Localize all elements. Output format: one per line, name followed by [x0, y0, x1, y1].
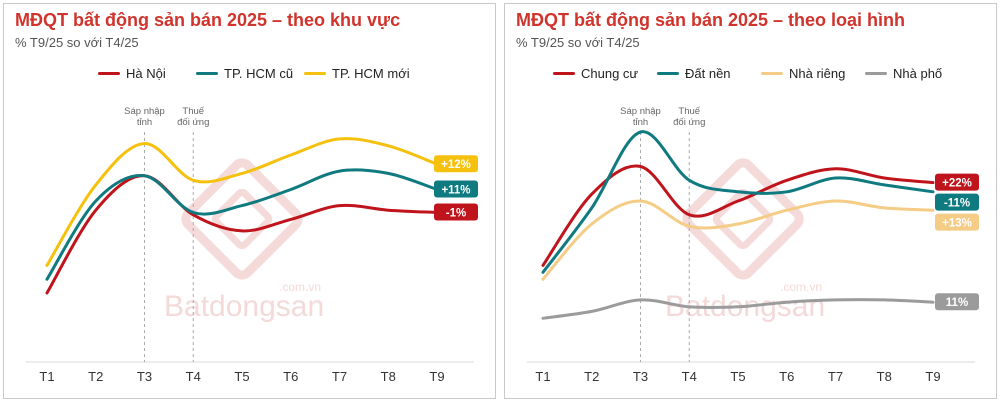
end-value-label: +12% [434, 155, 478, 173]
x-tick-label: T1 [39, 369, 54, 384]
legend: Chung cư Đất nền Nhà riêng Nhà phố [505, 66, 996, 86]
x-tick-label: T9 [429, 369, 444, 384]
x-tick-label: T2 [584, 369, 599, 384]
legend-item: TP. HCM mới [304, 66, 410, 81]
legend-swatch [657, 72, 679, 75]
x-tick-label: T3 [137, 369, 152, 384]
x-tick-label: T8 [877, 369, 892, 384]
legend-swatch [761, 72, 783, 75]
legend-label: TP. HCM cũ [224, 66, 294, 81]
end-value-label: +11% [434, 180, 478, 198]
watermark-domain: .com.vn [780, 280, 822, 294]
x-tick-label: T5 [730, 369, 745, 384]
event-annotation: đối ứng [177, 117, 209, 128]
legend-swatch [304, 72, 326, 75]
svg-text:-1%: -1% [446, 208, 466, 220]
series-line [541, 130, 935, 274]
svg-text:-11%: -11% [944, 198, 970, 210]
x-tick-label: T7 [332, 369, 347, 384]
legend-item: Nhà riêng [761, 66, 845, 81]
series-line [45, 174, 439, 295]
event-annotation: Thuế [678, 106, 700, 117]
chart-panel-region: MĐQT bất động sản bán 2025 – theo khu vự… [3, 3, 496, 399]
event-annotation: đối ứng [673, 117, 705, 128]
chart-panel-type: MĐQT bất động sản bán 2025 – theo loại h… [504, 3, 997, 399]
event-annotation: Sáp nhập [124, 106, 165, 117]
legend-item: Đất nền [657, 66, 731, 81]
plot-area: Batdongsan.com.vn T1 T2 T3 T4 T5 T6 T7 T8 T9 Sáp n… [26, 106, 478, 384]
svg-text:+22%: +22% [942, 178, 972, 190]
series-line [541, 298, 935, 320]
series-line [541, 199, 935, 281]
legend-label: Nhà riêng [789, 66, 846, 81]
svg-text:+11%: +11% [441, 185, 470, 197]
legend-label: TP. HCM mới [332, 66, 410, 81]
legend-label: Chung cư [581, 66, 639, 81]
end-value-label: 11% [935, 293, 979, 311]
end-value-label: -1% [434, 203, 478, 221]
series-line [45, 168, 439, 281]
x-tick-label: T8 [381, 369, 396, 384]
legend-swatch [553, 72, 575, 75]
watermark-brand: Batdongsan [164, 290, 324, 323]
legend-item: Hà Nội [98, 66, 166, 81]
x-tick-label: T7 [828, 369, 843, 384]
chart-subtitle: % T9/25 so với T4/25 [516, 35, 640, 50]
series-line [45, 137, 439, 267]
legend-label: Hà Nội [126, 66, 166, 81]
x-tick-label: T9 [925, 369, 940, 384]
event-annotation: Sáp nhập [620, 106, 661, 117]
x-tick-label: T5 [234, 369, 249, 384]
legend-label: Đất nền [685, 66, 731, 81]
end-value-label: +22% [935, 173, 979, 191]
legend-label: Nhà phố [893, 66, 943, 81]
watermark-domain: .com.vn [279, 280, 321, 294]
svg-text:11%: 11% [946, 297, 968, 309]
event-annotation: tỉnh [633, 117, 648, 128]
watermark-logo: Batdongsan.com.vn [164, 158, 324, 323]
svg-text:+13%: +13% [942, 218, 972, 230]
legend-swatch [196, 72, 218, 75]
chart-title: MĐQT bất động sản bán 2025 – theo loại h… [516, 10, 906, 30]
chart-subtitle: % T9/25 so với T4/25 [15, 35, 139, 50]
x-tick-label: T6 [779, 369, 794, 384]
legend-item: TP. HCM cũ [196, 66, 293, 81]
event-annotation: Thuế [182, 106, 204, 117]
x-tick-label: T4 [186, 369, 201, 384]
x-tick-label: T1 [535, 369, 550, 384]
end-value-label: -11% [935, 193, 979, 211]
svg-text:+12%: +12% [441, 159, 471, 171]
x-tick-label: T4 [682, 369, 697, 384]
series-line [541, 164, 935, 267]
legend-swatch [865, 72, 887, 75]
legend-swatch [98, 72, 120, 75]
legend-item: Nhà phố [865, 66, 942, 81]
x-tick-label: T6 [283, 369, 298, 384]
x-tick-label: T2 [88, 369, 103, 384]
legend-item: Chung cư [553, 66, 638, 81]
event-annotation: tỉnh [137, 117, 152, 128]
chart-title: MĐQT bất động sản bán 2025 – theo khu vự… [15, 10, 401, 30]
x-tick-label: T3 [633, 369, 648, 384]
end-value-label: +13% [935, 213, 979, 231]
legend: Hà Nội TP. HCM cũ TP. HCM mới [4, 66, 495, 86]
